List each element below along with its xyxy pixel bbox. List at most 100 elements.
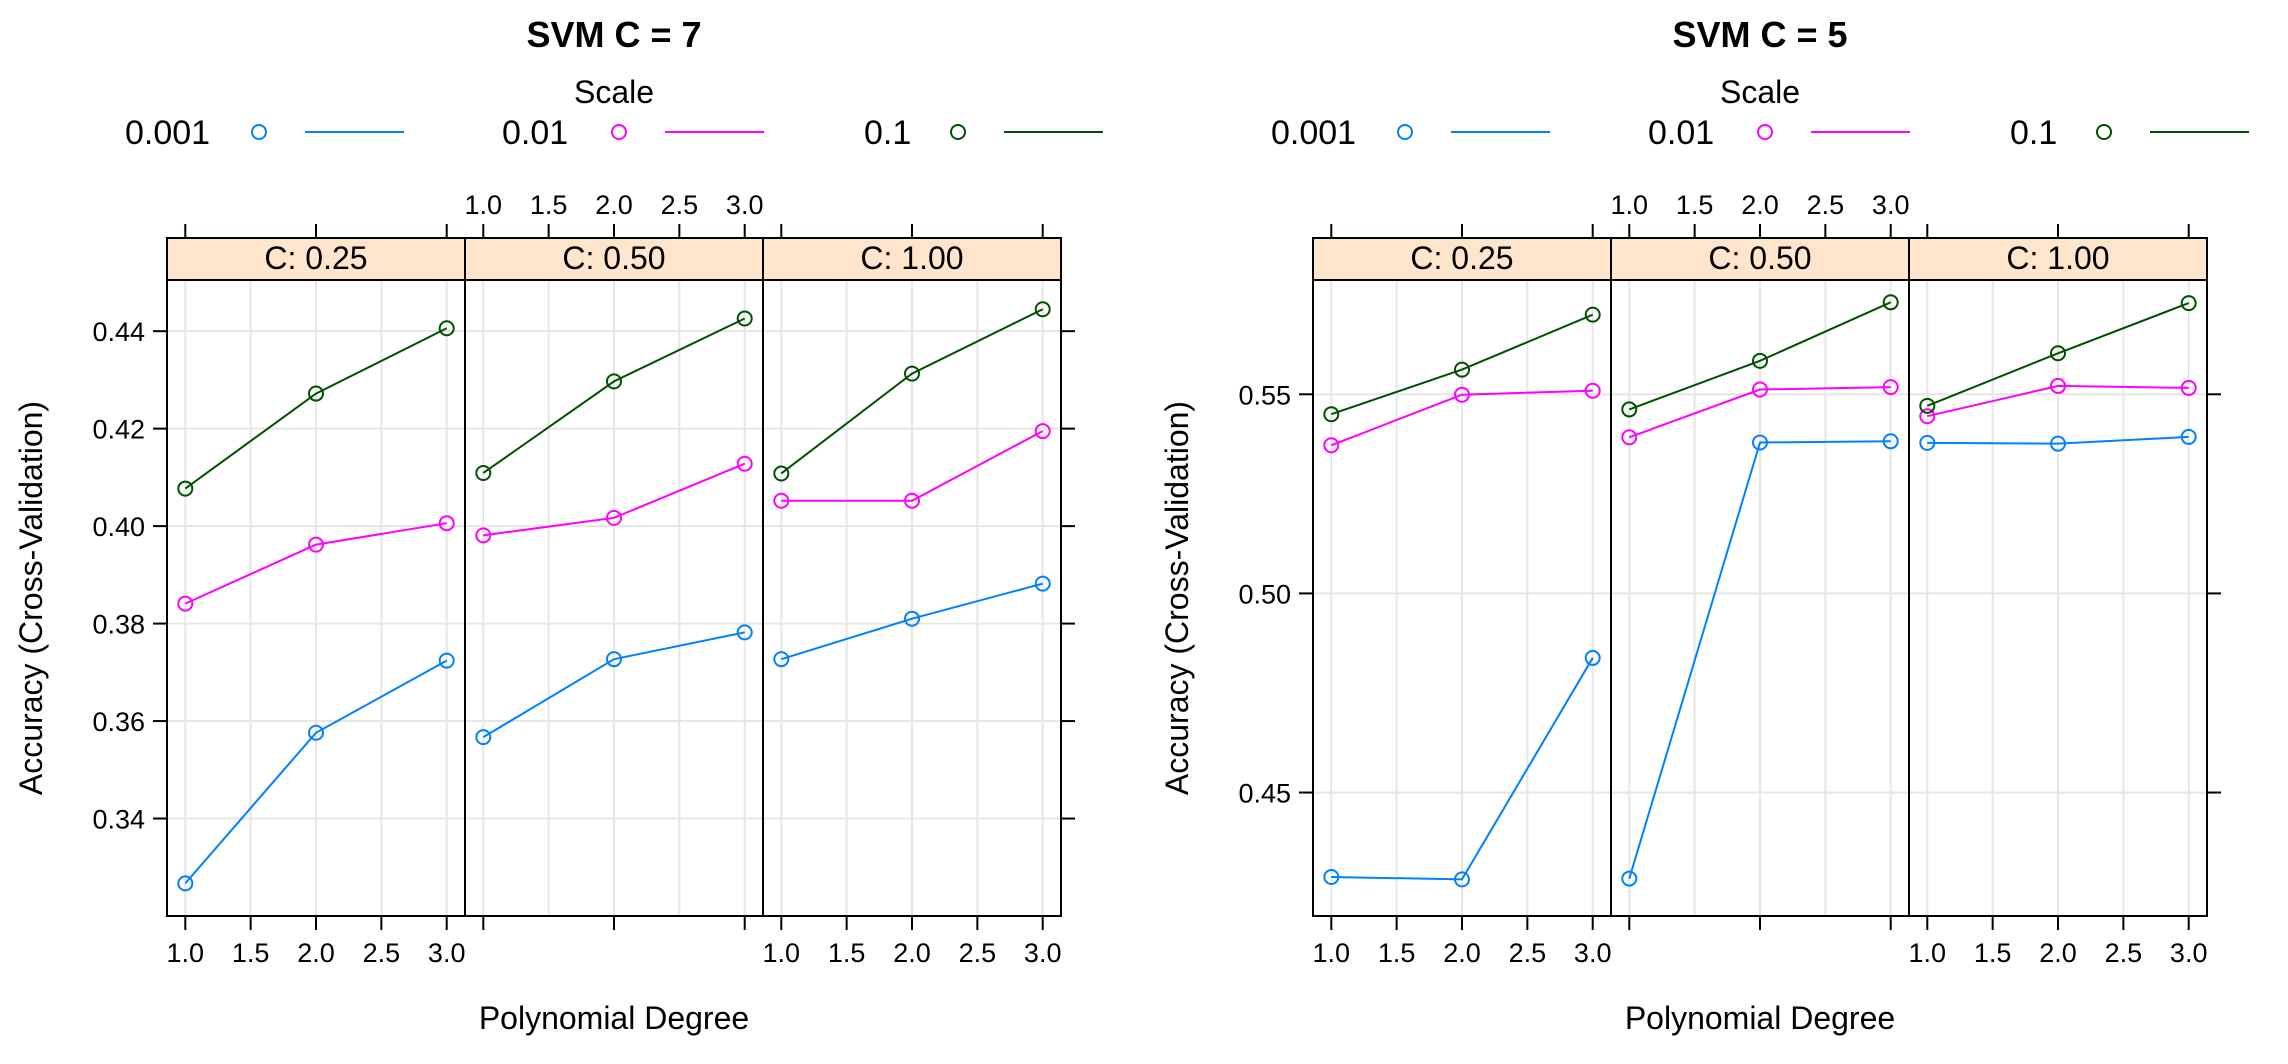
legend-item: 0.1: [2010, 114, 2249, 152]
x-tick-label: 3.0: [2170, 938, 2208, 968]
x-tick-label-top: 1.0: [465, 190, 503, 220]
data-point: [1454, 871, 1470, 888]
panel-1: C: 0.25: [1312, 237, 1612, 917]
x-tick-label: 2.5: [2105, 938, 2143, 968]
series-line: [780, 308, 1044, 475]
chart-title: SVM C = 7: [526, 14, 701, 55]
legend-label: 0.01: [502, 114, 568, 152]
x-tick-label: 2.5: [1509, 938, 1547, 968]
series-line: [1927, 384, 2189, 418]
legend-item: 0.1: [864, 114, 1103, 152]
data-point: [904, 492, 920, 509]
x-tick-label: 2.0: [2039, 938, 2077, 968]
legend-marker: [611, 124, 627, 140]
x-tick-label-top: 2.5: [661, 190, 699, 220]
series-line: [1330, 389, 1593, 447]
series-line: [482, 317, 746, 474]
data-point: [736, 455, 753, 472]
x-tick-label: 1.0: [1909, 938, 1947, 968]
series-line: [184, 659, 448, 885]
legend-title: Scale: [1720, 74, 1800, 110]
x-tick-label: 2.0: [893, 938, 931, 968]
data-point: [1034, 423, 1051, 440]
x-tick-label: 1.5: [232, 938, 270, 968]
series-line: [1628, 440, 1891, 879]
panel-3: C: 1.00: [762, 237, 1062, 917]
chart-title: SVM C = 5: [1672, 14, 1847, 55]
series-line: [781, 582, 1043, 661]
series-line: [483, 462, 746, 537]
data-point: [1584, 649, 1601, 666]
data-point: [1621, 401, 1638, 418]
legend-label: 0.001: [125, 114, 210, 152]
x-axis-label: Polynomial Degree: [1625, 1000, 1895, 1036]
legend-title: Scale: [574, 74, 654, 110]
data-point: [1034, 301, 1051, 318]
x-tick-label: 2.0: [297, 938, 335, 968]
data-point: [2180, 295, 2197, 312]
data-point: [1882, 379, 1899, 396]
x-tick-label: 2.0: [1443, 938, 1481, 968]
y-tick-label: 0.55: [1238, 380, 1291, 410]
data-point: [1323, 437, 1340, 454]
x-tick-label-top: 3.0: [1872, 190, 1910, 220]
data-point: [1454, 361, 1470, 378]
data-point: [1323, 406, 1340, 423]
data-point: [1323, 868, 1340, 885]
panel-strip-label: C: 0.50: [1708, 240, 1811, 276]
y-axis-label: Accuracy (Cross-Validation): [1159, 401, 1195, 795]
panel-strip-label: C: 0.50: [562, 240, 665, 276]
data-point: [2180, 428, 2197, 445]
data-point: [606, 651, 622, 668]
y-tick-label: 0.42: [92, 415, 145, 445]
data-point: [736, 624, 753, 641]
legend-marker: [2096, 124, 2112, 140]
series-line: [1628, 301, 1892, 411]
x-tick-label-top: 1.0: [1611, 190, 1649, 220]
x-tick-label: 1.5: [1378, 938, 1416, 968]
data-point: [1621, 429, 1638, 446]
y-tick-label: 0.36: [92, 707, 145, 737]
data-point: [904, 365, 920, 382]
data-point: [773, 651, 790, 668]
data-point: [2050, 377, 2066, 394]
legend-label: 0.001: [1271, 114, 1356, 152]
data-point: [2050, 345, 2066, 362]
data-point: [904, 610, 920, 627]
panel-strip: [1908, 237, 2208, 281]
data-point: [438, 652, 455, 669]
x-tick-label-top: 2.0: [595, 190, 633, 220]
x-tick-label: 1.0: [1313, 938, 1351, 968]
data-point: [475, 527, 492, 544]
data-point: [308, 536, 324, 553]
data-point: [308, 724, 324, 741]
series-line: [1330, 313, 1594, 416]
chart-1: SVM C = 7 Scale 0.001 0.01 0.1 C: 0.25 C: 0.50…: [13, 14, 1103, 1036]
series-line: [482, 631, 745, 738]
data-point: [773, 492, 790, 509]
x-tick-label: 2.5: [363, 938, 401, 968]
x-tick-label: 2.5: [959, 938, 997, 968]
x-tick-label-top: 1.5: [1676, 190, 1714, 220]
y-tick-label: 0.38: [92, 610, 145, 640]
data-point: [177, 875, 194, 892]
x-tick-label: 3.0: [1024, 938, 1062, 968]
panel-1: C: 0.25: [166, 237, 466, 917]
legend-item: 0.01: [502, 114, 764, 152]
legend-item: 0.001: [1271, 114, 1550, 152]
x-axis-label: Polynomial Degree: [479, 1000, 749, 1036]
data-point: [1584, 306, 1601, 323]
data-point: [1621, 870, 1638, 887]
y-tick-label: 0.34: [92, 805, 145, 835]
data-point: [1584, 382, 1601, 399]
y-tick-label: 0.40: [92, 512, 145, 542]
x-tick-label-top: 1.5: [530, 190, 568, 220]
chart-2: SVM C = 5 Scale 0.001 0.01 0.1 C: 0.25 C: 0.50…: [1159, 14, 2249, 1036]
panel-2: C: 0.50: [464, 237, 764, 917]
x-tick-label: 3.0: [1574, 938, 1612, 968]
y-axis-label: Accuracy (Cross-Validation): [13, 401, 49, 795]
data-point: [736, 310, 753, 327]
y-tick-label: 0.50: [1238, 579, 1291, 609]
data-point: [475, 464, 492, 481]
x-tick-label-top: 3.0: [726, 190, 764, 220]
